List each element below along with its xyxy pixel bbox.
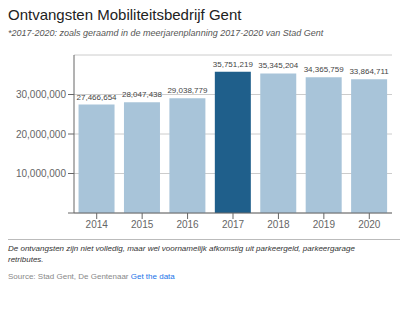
html-text:De ontvangsten zijn niet volle: De ontvangsten zijn niet volledig, maar … xyxy=(8,244,355,253)
svg-text:2019: 2019 xyxy=(313,219,336,230)
svg-text:2014: 2014 xyxy=(86,219,109,230)
svg-text:27,466,654: 27,466,654 xyxy=(77,93,118,102)
svg-text:33,864,711: 33,864,711 xyxy=(349,67,389,76)
svg-text:35,345,204: 35,345,204 xyxy=(258,61,299,70)
html-text:Ontvangsten Mobiliteitsbedrijf: Ontvangsten Mobiliteitsbedrijf Gent xyxy=(8,6,242,23)
svg-text:30,000,000: 30,000,000 xyxy=(16,89,66,100)
html-text:*2017-2020: zoals geraamd in d: *2017-2020: zoals geraamd in de meerjare… xyxy=(8,28,324,38)
svg-text:2016: 2016 xyxy=(176,219,199,230)
svg-text:2018: 2018 xyxy=(267,219,290,230)
html-text:Source: Stad Gent, De Gentenaa: Source: Stad Gent, De Gentenaar Get the … xyxy=(8,272,175,281)
svg-text:29,038,779: 29,038,779 xyxy=(167,86,208,95)
svg-text:10,000,000: 10,000,000 xyxy=(16,168,66,179)
html-text:retributes.: retributes. xyxy=(8,255,44,264)
svg-text:20,000,000: 20,000,000 xyxy=(16,129,66,140)
svg-text:2020: 2020 xyxy=(358,219,381,230)
svg-text:2017: 2017 xyxy=(222,219,245,230)
svg-text:2015: 2015 xyxy=(131,219,154,230)
svg-text:34,365,759: 34,365,759 xyxy=(304,65,345,74)
svg-text:28,047,438: 28,047,438 xyxy=(122,90,163,99)
svg-text:35,751,219: 35,751,219 xyxy=(213,60,254,69)
